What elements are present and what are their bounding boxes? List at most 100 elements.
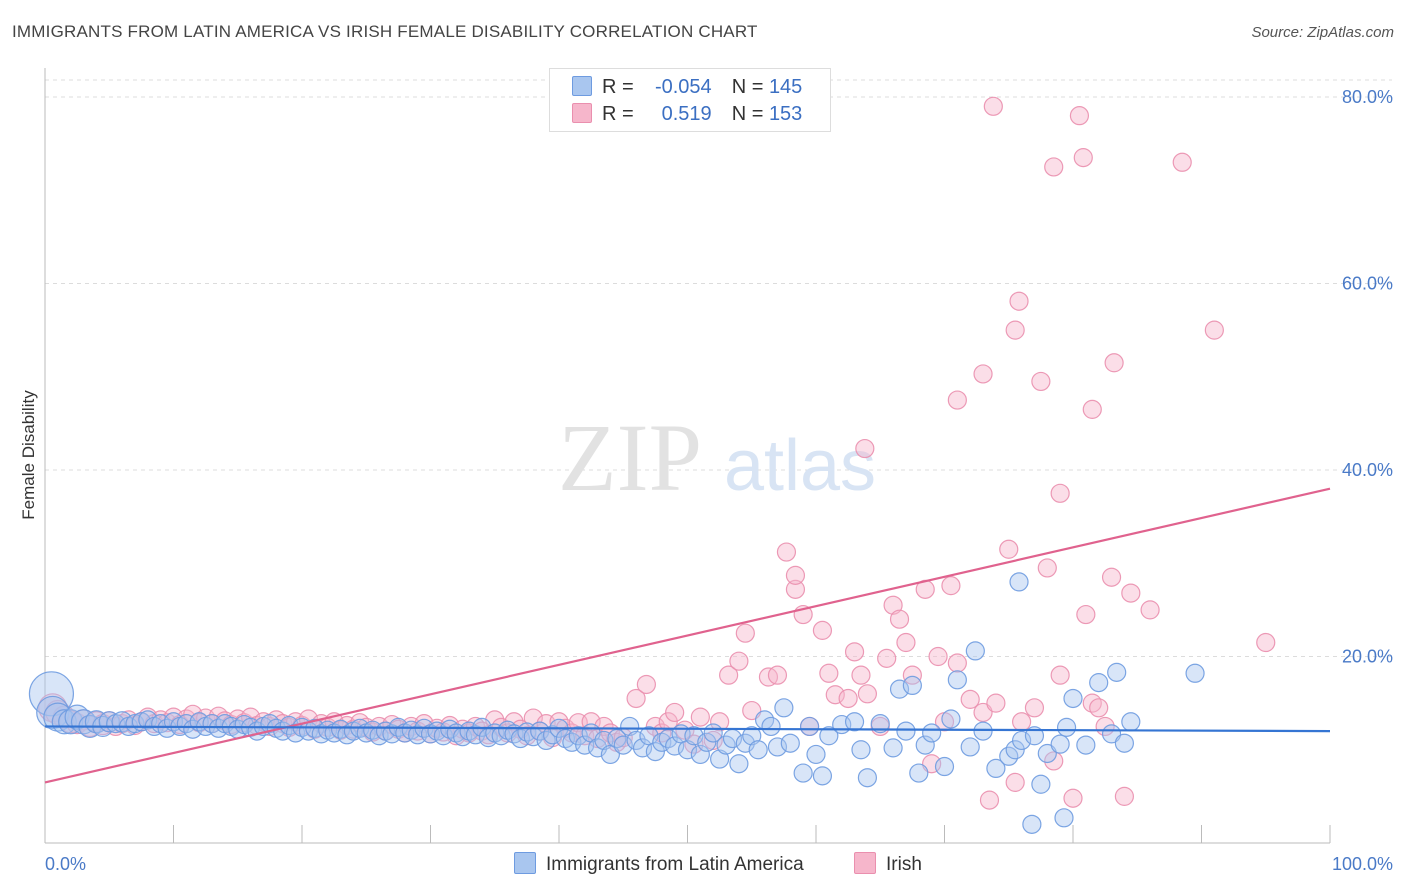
latin-america-point bbox=[934, 756, 955, 777]
irish-point bbox=[710, 712, 730, 732]
latin-america-point bbox=[697, 732, 717, 752]
irish-point bbox=[1204, 320, 1224, 340]
latin-america-point bbox=[1024, 726, 1045, 746]
legend-n-label: N = bbox=[731, 103, 764, 125]
latin-america-point bbox=[909, 763, 929, 783]
latin-america-point bbox=[677, 740, 698, 760]
irish-point bbox=[1121, 583, 1141, 603]
latin-america-trend-line bbox=[44, 725, 1331, 733]
irish-point bbox=[785, 579, 806, 599]
latin-america-point bbox=[896, 721, 916, 741]
latin-america-point bbox=[889, 679, 910, 699]
irish-point bbox=[857, 684, 878, 704]
latin-america-point bbox=[530, 721, 550, 741]
irish-point bbox=[877, 648, 897, 668]
x-tick-label: 100.0% bbox=[1332, 854, 1393, 874]
irish-point bbox=[851, 665, 871, 685]
irish-point bbox=[767, 665, 788, 685]
irish-point bbox=[636, 674, 656, 695]
irish-point bbox=[1063, 788, 1083, 808]
latin-america-point bbox=[620, 716, 640, 737]
legend-n-value: 153 bbox=[768, 103, 803, 125]
chart-title: IMMIGRANTS FROM LATIN AMERICA VS IRISH F… bbox=[12, 22, 758, 41]
latin-america-point bbox=[1063, 688, 1083, 709]
latin-america-point bbox=[710, 749, 730, 769]
irish-point bbox=[1104, 353, 1124, 373]
irish-point bbox=[947, 390, 967, 410]
irish-point bbox=[889, 609, 910, 629]
latin-america-point bbox=[870, 714, 890, 734]
latin-america-point bbox=[812, 766, 833, 786]
latin-america-point bbox=[965, 641, 985, 661]
latin-america-point bbox=[883, 738, 903, 758]
irish-point bbox=[1011, 712, 1032, 732]
latin-america-point bbox=[799, 716, 820, 737]
irish-point bbox=[825, 685, 845, 705]
latin-america-point bbox=[1121, 712, 1141, 732]
latin-america-point bbox=[761, 716, 781, 737]
irish-point bbox=[1140, 600, 1160, 620]
series-swatch-blue bbox=[514, 852, 536, 874]
irish-point bbox=[1009, 291, 1029, 311]
latin-america-point bbox=[613, 735, 633, 755]
latin-america-point bbox=[915, 735, 935, 755]
series-legend: Immigrants from Latin America Irish bbox=[0, 852, 1406, 878]
irish-point bbox=[999, 539, 1019, 559]
irish-point bbox=[838, 688, 858, 709]
legend-swatch-pink bbox=[572, 103, 592, 123]
irish-point bbox=[902, 665, 922, 685]
irish-point bbox=[703, 730, 723, 751]
irish-point bbox=[1050, 483, 1070, 503]
irish-point bbox=[1114, 786, 1135, 806]
latin-america-point bbox=[1054, 808, 1074, 828]
x-tick-label: 0.0% bbox=[45, 854, 86, 874]
latin-america-point bbox=[973, 721, 993, 741]
latin-america-point bbox=[1050, 734, 1070, 754]
legend-n-value: 145 bbox=[768, 76, 803, 98]
latin-america-point bbox=[902, 675, 922, 696]
irish-point bbox=[1005, 772, 1025, 792]
legend-row-latin-america: R = -0.054 N = 145 bbox=[572, 76, 802, 100]
y-axis-label: Female Disability bbox=[19, 390, 38, 520]
latin-america-point bbox=[780, 733, 800, 753]
latin-america-point bbox=[819, 726, 839, 746]
watermark: ZIP atlas bbox=[558, 404, 876, 511]
irish-point bbox=[947, 653, 967, 673]
latin-america-point bbox=[986, 758, 1006, 779]
legend-n-label: N = bbox=[731, 76, 764, 98]
y-tick-label: 60.0% bbox=[1342, 274, 1393, 294]
latin-america-point bbox=[922, 723, 942, 743]
latin-america-point bbox=[844, 712, 865, 732]
irish-trend-line bbox=[44, 487, 1331, 784]
irish-point bbox=[973, 702, 993, 723]
irish-point bbox=[941, 576, 961, 596]
latin-america-point bbox=[793, 763, 813, 783]
irish-point bbox=[979, 790, 1000, 810]
legend-r-label: R = bbox=[602, 76, 634, 98]
irish-point bbox=[690, 707, 710, 727]
legend-swatch-blue bbox=[572, 76, 592, 96]
latin-america-point bbox=[806, 744, 826, 765]
legend-r-value: -0.054 bbox=[654, 76, 712, 98]
latin-america-point bbox=[1185, 663, 1205, 683]
irish-point bbox=[1024, 698, 1045, 718]
irish-point bbox=[626, 688, 646, 709]
chart-source: Source: ZipAtlas.com bbox=[1251, 24, 1394, 41]
irish-point bbox=[1256, 632, 1276, 653]
irish-point bbox=[729, 651, 749, 671]
latin-america-point bbox=[1056, 717, 1077, 737]
irish-point bbox=[973, 364, 993, 384]
irish-point bbox=[675, 720, 695, 740]
irish-point bbox=[735, 623, 755, 643]
irish-point bbox=[819, 663, 839, 683]
series-legend-irish: Irish bbox=[854, 852, 922, 876]
latin-america-point bbox=[1022, 814, 1042, 834]
irish-point bbox=[1005, 320, 1025, 340]
irish-point bbox=[1044, 157, 1064, 177]
irish-point bbox=[1050, 665, 1070, 685]
watermark-atlas: atlas bbox=[724, 426, 876, 506]
latin-america-point bbox=[767, 737, 788, 757]
irish-point bbox=[1073, 148, 1093, 168]
irish-point bbox=[1101, 567, 1122, 587]
